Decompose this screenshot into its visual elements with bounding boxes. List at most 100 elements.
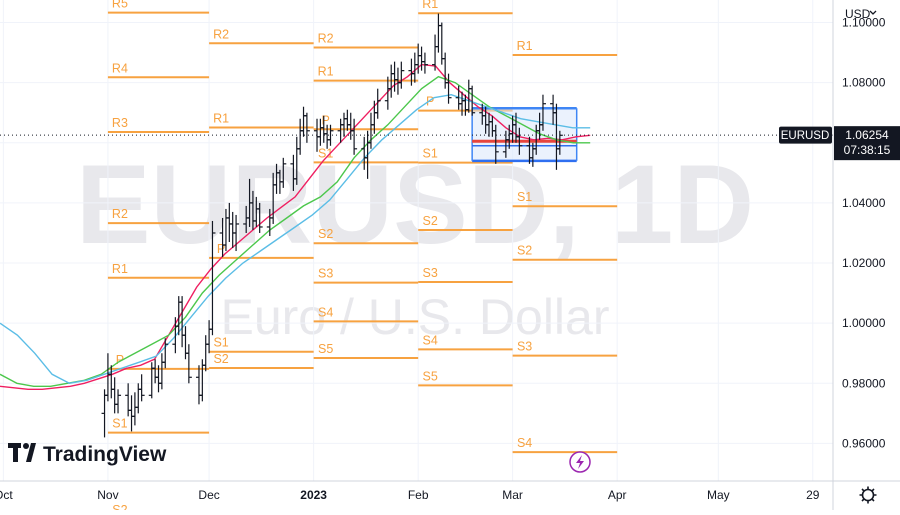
watermark-name: Euro / U.S. Dollar [220, 289, 609, 345]
settings-button[interactable] [859, 486, 877, 504]
symbol-tag-bg [779, 126, 832, 144]
pivot-label: S1 [318, 146, 333, 160]
price-bar [108, 365, 115, 399]
price-bar [104, 353, 111, 402]
pivot-label: R4 [112, 61, 128, 75]
price-bar [256, 202, 263, 233]
price-bar [111, 377, 118, 414]
price-bar [202, 335, 209, 372]
price-bar [162, 338, 169, 369]
time-axis[interactable]: Oct Nov Dec 2023 Feb Mar Apr May 29 [0, 488, 820, 502]
grid [0, 0, 833, 481]
watermark-symbol: EURUSD, 1D [76, 142, 754, 267]
pivot-label: S2 [318, 227, 333, 241]
gear-icon [861, 488, 875, 502]
last-price-value: 1.06254 [845, 128, 889, 142]
pivot-label: P [116, 353, 124, 367]
pivot-label: R2 [318, 31, 334, 45]
price-bar [179, 296, 186, 348]
pivot-label: P [426, 95, 434, 109]
price-bar [445, 73, 452, 104]
price-bar [135, 383, 142, 414]
pivot-label: S4 [423, 333, 438, 347]
pivot-label: R1 [517, 39, 533, 53]
pivot-label: R2 [213, 27, 229, 41]
price-bar [411, 52, 418, 83]
brand-name: TradingView [43, 443, 167, 466]
price-bar [539, 94, 546, 131]
currency-selector[interactable]: USD [845, 7, 877, 21]
pivot-label: P [217, 242, 225, 256]
price-tick-label: 0.96000 [842, 436, 886, 450]
flash-button[interactable] [569, 451, 591, 473]
time-tick-label: 2023 [300, 488, 327, 502]
price-bar [492, 124, 499, 164]
time-tick-label: 29 [806, 488, 820, 502]
price-bar [340, 112, 347, 137]
price-bar [465, 79, 472, 113]
pivot-label: R1 [112, 262, 128, 276]
pivot-label: P [321, 113, 329, 127]
time-tick-label: Nov [97, 488, 118, 502]
price-tick-label: 1.00000 [842, 316, 886, 330]
ma-line [0, 93, 591, 385]
pivot-label: S3 [517, 340, 532, 354]
time-tick-label: Dec [198, 488, 219, 502]
pivot-label: S1 [423, 147, 438, 161]
price-bar [158, 353, 165, 390]
last-price-tag[interactable]: EURUSD 1.06254 07:38:15 [779, 126, 900, 161]
tradingview-logo[interactable]: TradingView [8, 443, 167, 466]
pivot-label: S2 [213, 352, 228, 366]
pivot-label: S4 [318, 305, 333, 319]
price-bar [185, 344, 192, 384]
price-bar [195, 365, 202, 405]
price-bar [344, 109, 351, 131]
price-bar [442, 52, 449, 89]
price-bar [421, 52, 428, 74]
pivot-label: S2 [112, 503, 127, 510]
price-bar [148, 362, 155, 399]
price-bar [516, 127, 523, 155]
pivot-label: S5 [423, 369, 438, 383]
time-tick-label: May [707, 488, 730, 502]
price-bar [138, 374, 145, 402]
price-bar [131, 392, 138, 426]
pivot-label: S4 [517, 436, 532, 450]
moving-averages [0, 63, 591, 390]
tv-logo-mark-2 [13, 443, 18, 462]
price-tick-label: 0.98000 [842, 376, 886, 390]
price-bar [172, 317, 179, 354]
tv-logo-v [26, 443, 36, 462]
price-bar [300, 106, 307, 137]
price-bar [327, 124, 334, 146]
price-bar [398, 61, 405, 89]
tv-logo-dot [23, 443, 29, 449]
pivot-label: R2 [112, 207, 128, 221]
currency-label: USD [845, 7, 871, 21]
pivot-label: S1 [213, 336, 228, 350]
pivot-label: S5 [318, 342, 333, 356]
price-axis[interactable]: 1.100001.080001.060001.040001.020001.000… [842, 16, 886, 451]
price-tick-label: 1.10000 [842, 16, 886, 30]
price-tag-bg [834, 126, 900, 161]
pivot-label: S3 [318, 267, 333, 281]
price-bar [347, 112, 354, 140]
pivot-label: R3 [112, 116, 128, 130]
pivot-label: S2 [423, 214, 438, 228]
pivot-label: R5 [112, 0, 128, 11]
price-bar [351, 118, 358, 155]
symbol-tag: EURUSD [781, 130, 830, 142]
time-tick-label: Oct [0, 488, 13, 502]
price-bar [209, 220, 216, 336]
pivot-label: R1 [318, 65, 334, 79]
price-tick-label: 1.02000 [842, 256, 886, 270]
time-tick-label: Apr [608, 488, 627, 502]
price-bar [101, 389, 108, 438]
box-fill [472, 108, 577, 161]
price-bars [101, 13, 563, 438]
gear-teeth [859, 486, 877, 504]
rectangle-annotation [471, 106, 578, 163]
price-tick-label: 1.08000 [842, 76, 886, 90]
pivot-levels: R5 R4 R3 R2 R1 P S1 S2 R2 R1 P S1 S2 R2 R1 P S1 S2 S3 S4 S5 R… [107, 0, 618, 515]
